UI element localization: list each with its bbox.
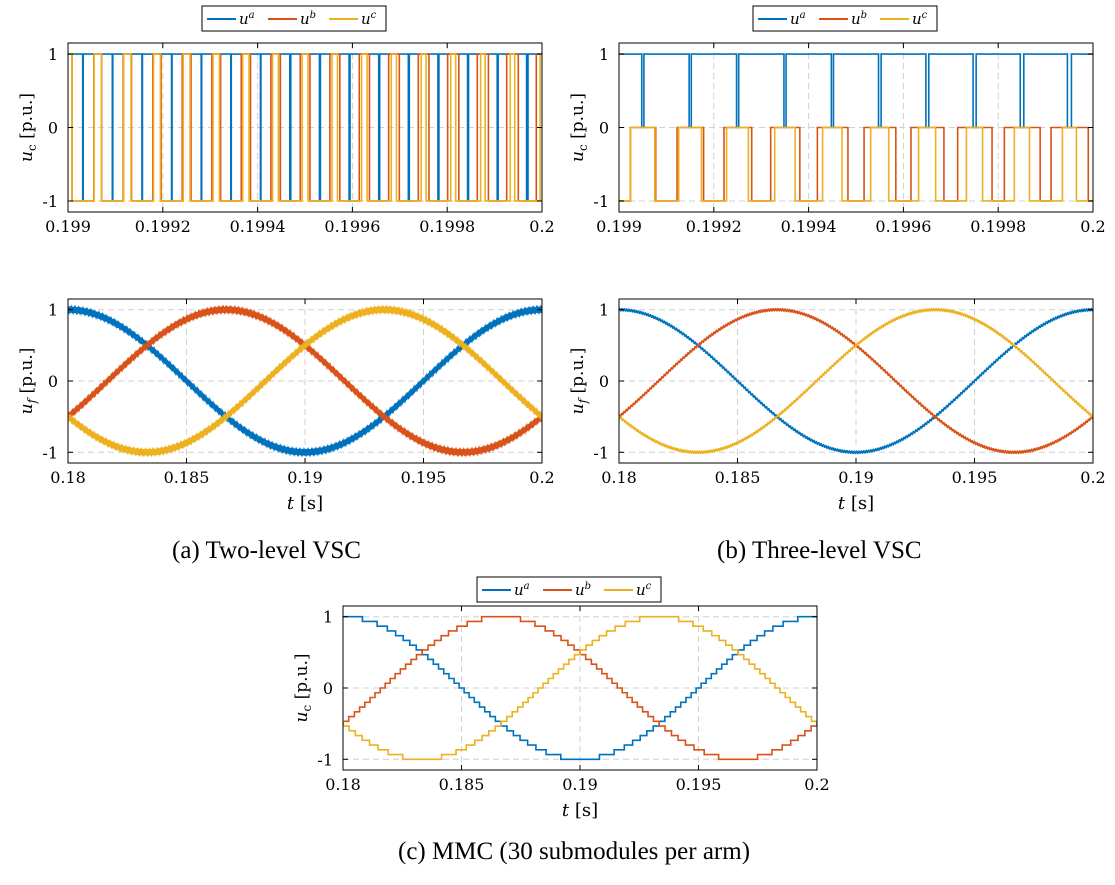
x-axis-label: t [s]: [562, 800, 598, 821]
series-group: [68, 53, 542, 202]
x-tick-label: 0.195: [676, 775, 722, 794]
x-tick-label: 0.195: [401, 468, 447, 487]
x-tick-label: 0.2: [529, 468, 554, 487]
x-tick-label: 0.199: [596, 217, 642, 236]
y-axis-label: uc [p.u.]: [292, 654, 314, 723]
y-tick-label: 0: [48, 119, 58, 138]
x-tick-label: 0.2: [529, 217, 554, 236]
y-tick-label: 0: [599, 119, 609, 138]
x-tick-label: 0.18: [325, 775, 361, 794]
chart-b-top: 0.199 0.1992 0.1994 0.1996 0.1998 0.2 -1 0 1 uc […: [568, 42, 1106, 236]
x-tick-label: 0.19: [562, 775, 598, 794]
x-tick-label: 0.1992: [686, 217, 742, 236]
chart-c: 0.18 0.185 0.19 0.195 0.2 -1 0 1 uc [p.u.] t [s]: [292, 605, 830, 821]
y-axis-label: uc [p.u.]: [568, 93, 590, 162]
x-tick-label: 0.185: [164, 468, 210, 487]
x-tick-label: 0.1994: [781, 217, 837, 236]
legend-c: ua ub uc: [476, 576, 662, 603]
x-tick-label: 0.195: [952, 468, 998, 487]
x-tick-label: 0.185: [715, 468, 761, 487]
x-tick-label: 0.1994: [230, 217, 286, 236]
x-tick-label: 0.19: [838, 468, 874, 487]
caption-c: (c) MMC (30 submodules per arm): [398, 838, 751, 865]
y-tick-label: -1: [42, 192, 58, 211]
x-tick-label: 0.185: [439, 775, 485, 794]
y-axis-label: uf [p.u.]: [568, 348, 590, 415]
x-axis-label: t [s]: [838, 493, 874, 514]
x-tick-label: 0.199: [45, 217, 91, 236]
y-tick-label: 1: [48, 301, 58, 320]
legend-b-top: ua ub uc: [752, 5, 938, 32]
x-tick-label: 0.1992: [135, 217, 191, 236]
x-tick-label: 0.2: [1080, 468, 1105, 487]
series-group: [68, 304, 542, 458]
x-tick-label: 0.19: [287, 468, 323, 487]
caption-b: (b) Three-level VSC: [717, 537, 922, 564]
y-tick-label: 1: [599, 45, 609, 64]
chart-a-bottom: 0.18 0.185 0.19 0.195 0.2 -1 0 1 uf [p.u.] t [s]: [17, 298, 555, 514]
series-line-uc: [68, 53, 542, 202]
x-tick-label: 0.18: [601, 468, 637, 487]
x-tick-label: 0.1998: [970, 217, 1026, 236]
y-tick-label: 0: [48, 372, 58, 391]
series-line-uc: [68, 304, 542, 458]
y-tick-label: -1: [317, 750, 333, 769]
y-tick-label: -1: [593, 192, 609, 211]
y-tick-label: 1: [599, 301, 609, 320]
series-line-uc: [343, 615, 817, 761]
x-tick-label: 0.2: [804, 775, 829, 794]
caption-a: (a) Two-level VSC: [172, 537, 361, 564]
chart-a-top: 0.199 0.1992 0.1994 0.1996 0.1998 0.2 -1 0 1 uc […: [17, 42, 555, 236]
x-tick-label: 0.1996: [324, 217, 380, 236]
legend-a-top: ua ub uc: [201, 5, 387, 32]
x-tick-label: 0.2: [1080, 217, 1105, 236]
x-axis-label: t [s]: [287, 493, 323, 514]
chart-b-bottom: 0.18 0.185 0.19 0.195 0.2 -1 0 1 uf [p.u.] t [s]: [568, 298, 1106, 514]
series-line-uc: [619, 126, 1093, 202]
series-line-uc: [619, 307, 1093, 455]
series-group: [619, 307, 1093, 455]
y-tick-label: -1: [593, 443, 609, 462]
y-axis-label: uf [p.u.]: [17, 348, 39, 415]
y-tick-label: 1: [323, 608, 333, 627]
y-axis-label: uc [p.u.]: [17, 93, 39, 162]
x-tick-label: 0.1996: [875, 217, 931, 236]
y-tick-label: -1: [42, 443, 58, 462]
series-group: [343, 615, 817, 761]
y-tick-label: 0: [599, 372, 609, 391]
y-tick-label: 0: [323, 679, 333, 698]
series-group: [619, 53, 1093, 202]
x-tick-label: 0.1998: [419, 217, 475, 236]
series-line-ua: [619, 53, 1093, 129]
y-tick-label: 1: [48, 45, 58, 64]
x-tick-label: 0.18: [50, 468, 86, 487]
